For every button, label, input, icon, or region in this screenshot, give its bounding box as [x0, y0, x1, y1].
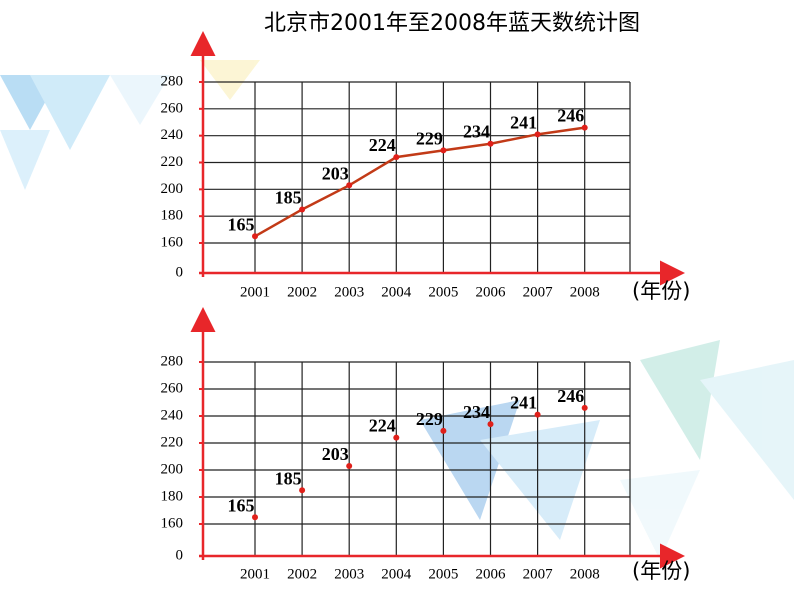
value-label: 234 — [463, 402, 490, 422]
point — [487, 140, 494, 147]
x-tick-label: 2004 — [381, 566, 412, 582]
x-axis-label: (年份) — [632, 559, 690, 583]
value-label: 165 — [228, 495, 255, 515]
value-label: 229 — [416, 128, 443, 148]
y-tick-label: 200 — [161, 181, 184, 197]
x-tick-label: 2005 — [428, 284, 458, 300]
value-label: 241 — [510, 393, 537, 413]
y-tick-label: 180 — [161, 488, 184, 504]
point — [252, 514, 258, 521]
point — [393, 154, 400, 161]
x-tick-label: 2001 — [240, 566, 270, 582]
value-label: 241 — [510, 112, 537, 132]
y-tick-label: 0 — [176, 264, 184, 280]
point — [299, 206, 306, 213]
x-tick-label: 2008 — [570, 566, 600, 582]
point — [534, 411, 541, 418]
x-tick-label: 2008 — [570, 284, 600, 300]
x-tick-label: 2004 — [381, 284, 412, 300]
y-tick-label: 240 — [161, 407, 184, 423]
point — [440, 147, 447, 154]
y-tick-label: 0 — [176, 547, 184, 563]
value-label: 246 — [557, 386, 584, 406]
point — [487, 421, 494, 428]
line — [254, 126, 585, 238]
point — [534, 131, 541, 138]
value-label: 246 — [557, 106, 584, 126]
x-tick-label: 2003 — [334, 284, 364, 300]
charts: 北京市2001年至2008年蓝天数统计图 0 160 180 200 220 240 260 2… — [161, 11, 691, 583]
x-tick-label: 2006 — [476, 566, 507, 582]
point — [440, 427, 447, 434]
y-tick-label: 160 — [161, 515, 184, 531]
point — [393, 434, 400, 441]
point — [252, 233, 258, 240]
value-label: 224 — [369, 416, 396, 436]
y-tick-label: 260 — [161, 380, 184, 396]
y-tick-label: 240 — [161, 127, 184, 143]
value-label: 165 — [228, 214, 255, 234]
value-label: 185 — [275, 187, 302, 207]
y-tick-label: 280 — [161, 73, 184, 89]
point — [346, 182, 353, 189]
value-label: 203 — [322, 444, 349, 464]
x-tick-label: 2001 — [240, 284, 270, 300]
point — [299, 487, 306, 494]
y-tick-label: 260 — [161, 100, 184, 116]
point — [346, 462, 353, 469]
x-tick-label: 2005 — [428, 566, 458, 582]
x-tick-label: 2003 — [334, 566, 364, 582]
point — [581, 404, 588, 411]
decoration — [0, 60, 794, 560]
x-tick-label: 2002 — [287, 566, 317, 582]
y-tick-label: 160 — [161, 234, 184, 250]
x-tick-label: 2007 — [523, 284, 554, 300]
x-tick-label: 2002 — [287, 284, 317, 300]
x-axis-label: (年份) — [632, 279, 690, 303]
y-tick-label: 280 — [161, 353, 184, 369]
y-tick-label: 220 — [161, 154, 184, 170]
value-label: 229 — [416, 409, 443, 429]
point — [581, 124, 588, 131]
value-label: 203 — [322, 163, 349, 183]
x-tick-label: 2007 — [523, 566, 554, 582]
chart-title: 北京市2001年至2008年蓝天数统计图 — [264, 11, 640, 36]
y-tick-label: 220 — [161, 434, 184, 450]
y-tick-label: 180 — [161, 208, 184, 224]
x-tick-label: 2006 — [476, 284, 507, 300]
value-label: 224 — [369, 135, 396, 155]
value-label: 234 — [463, 122, 490, 142]
value-label: 185 — [275, 468, 302, 488]
y-tick-label: 200 — [161, 461, 184, 477]
